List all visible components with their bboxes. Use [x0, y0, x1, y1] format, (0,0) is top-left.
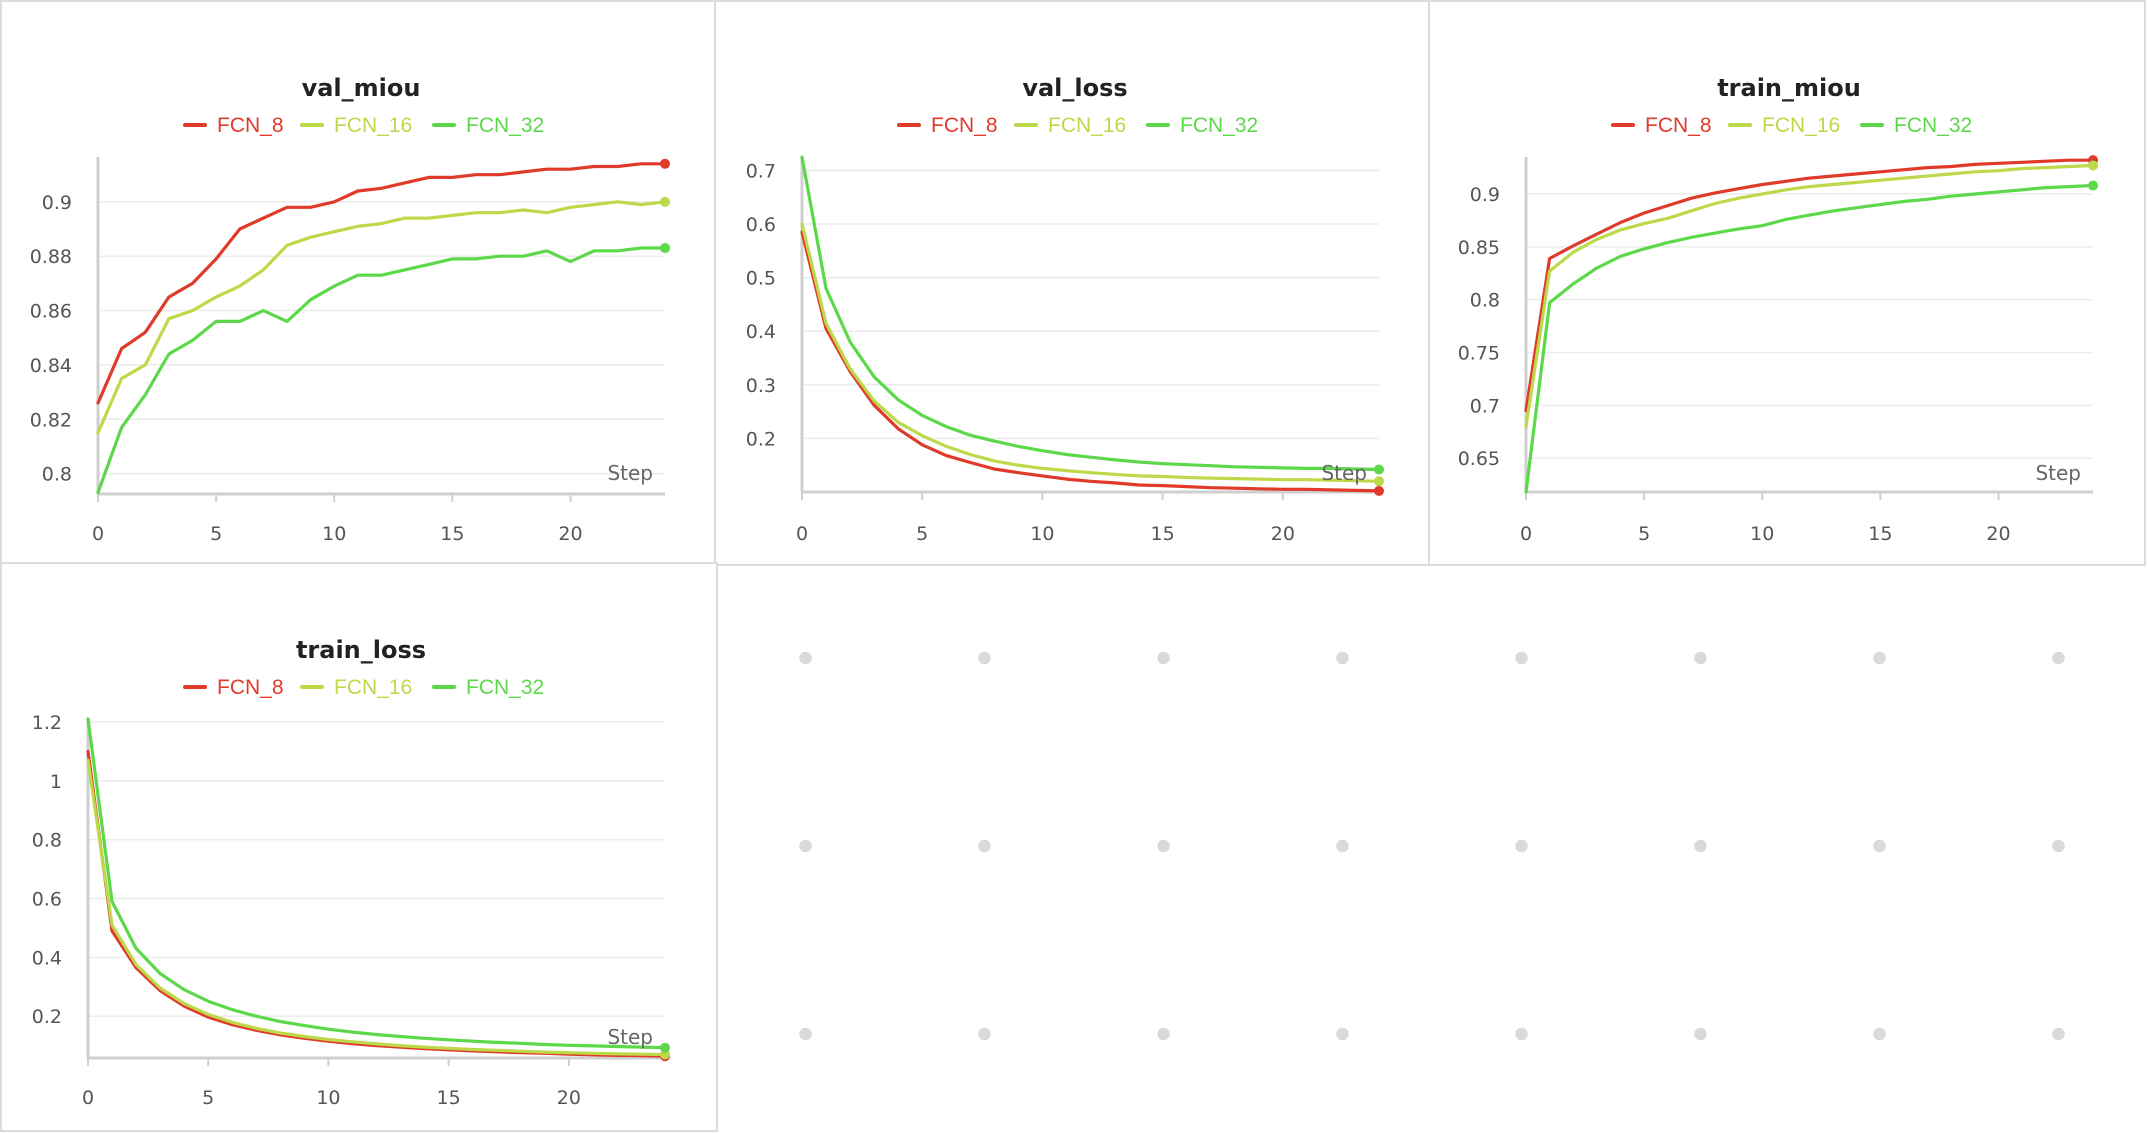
legend-label-fcn-8[interactable]: FCN_8 [931, 114, 998, 137]
x-tick-label: 5 [210, 523, 222, 545]
legend-label-fcn-32[interactable]: FCN_32 [1180, 114, 1258, 137]
series-endpoint-fcn-16[interactable] [660, 196, 670, 207]
x-tick-label: 20 [1986, 523, 2010, 545]
legend-label-fcn-8[interactable]: FCN_8 [217, 676, 284, 699]
series-endpoint-fcn-8[interactable] [1374, 485, 1384, 496]
legend-label-fcn-32[interactable]: FCN_32 [466, 676, 544, 699]
x-axis-label: Step [1321, 461, 1367, 485]
series-endpoint-fcn-32[interactable] [660, 1042, 670, 1053]
x-tick-label: 15 [1151, 523, 1175, 545]
legend-label-fcn-8[interactable]: FCN_8 [217, 114, 284, 137]
x-axis-label: Step [607, 461, 653, 485]
x-axis-label: Step [2035, 461, 2081, 485]
x-tick-label: 20 [557, 1087, 581, 1109]
x-tick-label: 20 [558, 523, 582, 545]
chart-train-loss: train_loss FCN_8 FCN_16 FCN_32 0.2 0.4 0.6 0.… [32, 636, 670, 1109]
chart-title: val_miou [302, 74, 421, 102]
y-tick-label: 0.4 [746, 321, 776, 343]
x-axis-label: Step [607, 1025, 653, 1049]
x-tick-label: 5 [1638, 523, 1650, 545]
legend: FCN_8 FCN_16 FCN_32 [183, 676, 544, 699]
series-line-fcn-8[interactable] [96, 162, 667, 405]
y-tick-label: 0.6 [32, 889, 62, 911]
series-line-fcn-16[interactable] [800, 222, 1381, 483]
series-line-fcn-32[interactable] [86, 717, 667, 1050]
x-tick-label: 10 [316, 1087, 340, 1109]
x-tick-label: 0 [82, 1087, 94, 1109]
chart-title: train_loss [296, 636, 426, 664]
y-tick-label: 0.85 [1458, 237, 1500, 259]
x-tick-label: 15 [437, 1087, 461, 1109]
x-tick-label: 15 [440, 523, 464, 545]
series-endpoint-fcn-32[interactable] [1374, 464, 1384, 475]
x-tick-label: 20 [1271, 523, 1295, 545]
x-tick-label: 10 [322, 523, 346, 545]
series-endpoint-fcn-16[interactable] [1374, 476, 1384, 487]
series-line-fcn-8[interactable] [800, 230, 1381, 493]
legend: FCN_8 FCN_16 FCN_32 [183, 114, 544, 137]
chart-val-loss: val_loss FCN_8 FCN_16 FCN_32 0.2 0.3 0.4 0.5 0… [746, 74, 1384, 545]
series-line-fcn-16[interactable] [1524, 163, 2095, 429]
series-line-fcn-16[interactable] [86, 758, 667, 1057]
legend-label-fcn-16[interactable]: FCN_16 [334, 114, 412, 137]
series-endpoint-fcn-16[interactable] [2088, 160, 2098, 171]
chart-panel-train-miou[interactable]: train_miou FCN_8 FCN_16 FCN_32 0.65 0.7 0.75… [1428, 0, 2146, 566]
series-line-fcn-8[interactable] [86, 749, 667, 1058]
y-tick-label: 0.2 [32, 1006, 62, 1028]
y-tick-label: 0.6 [746, 214, 776, 236]
y-tick-label: 0.8 [42, 464, 72, 486]
series-line-fcn-16[interactable] [96, 200, 667, 435]
chart-train-miou: train_miou FCN_8 FCN_16 FCN_32 0.65 0.7 0.75… [1458, 74, 2098, 545]
x-tick-label: 5 [202, 1087, 214, 1109]
y-tick-label: 0.84 [30, 355, 72, 377]
legend-label-fcn-16[interactable]: FCN_16 [1762, 114, 1840, 137]
y-tick-label: 0.82 [30, 409, 72, 431]
y-tick-label: 0.7 [746, 160, 776, 182]
chart-panel-val-miou[interactable]: val_miou FCN_8 FCN_16 FCN_32 0.8 0.82 0.84 0.… [0, 0, 718, 566]
series-endpoint-fcn-8[interactable] [660, 158, 670, 169]
chart-title: train_miou [1717, 74, 1861, 102]
y-tick-label: 0.3 [746, 375, 776, 397]
series-line-fcn-32[interactable] [96, 246, 667, 495]
legend-label-fcn-8[interactable]: FCN_8 [1645, 114, 1712, 137]
x-tick-label: 0 [796, 523, 808, 545]
series-line-fcn-32[interactable] [800, 155, 1381, 472]
y-tick-label: 0.9 [42, 192, 72, 214]
series-endpoint-fcn-32[interactable] [2088, 180, 2098, 191]
y-tick-label: 0.7 [1470, 395, 1500, 417]
chart-panel-val-loss[interactable]: val_loss FCN_8 FCN_16 FCN_32 0.2 0.3 0.4 0.5 0… [714, 0, 1432, 566]
legend-label-fcn-16[interactable]: FCN_16 [334, 676, 412, 699]
series-endpoint-fcn-32[interactable] [660, 243, 670, 254]
x-tick-label: 10 [1030, 523, 1054, 545]
y-tick-label: 0.88 [30, 246, 72, 268]
legend-label-fcn-32[interactable]: FCN_32 [1894, 114, 1972, 137]
y-tick-label: 0.2 [746, 428, 776, 450]
x-tick-label: 5 [916, 523, 928, 545]
legend: FCN_8 FCN_16 FCN_32 [897, 114, 1258, 137]
legend: FCN_8 FCN_16 FCN_32 [1611, 114, 1972, 137]
y-tick-label: 1.2 [32, 712, 62, 734]
x-tick-label: 0 [1520, 523, 1532, 545]
y-tick-label: 1 [50, 771, 62, 793]
y-tick-label: 0.9 [1470, 184, 1500, 206]
chart-val-miou: val_miou FCN_8 FCN_16 FCN_32 0.8 0.82 0.84 0.… [30, 74, 670, 545]
y-tick-label: 0.8 [1470, 290, 1500, 312]
series-line-fcn-8[interactable] [1524, 158, 2095, 413]
y-tick-label: 0.65 [1458, 448, 1500, 470]
chart-panel-train-loss[interactable]: train_loss FCN_8 FCN_16 FCN_32 0.2 0.4 0.6 0.… [0, 562, 718, 1132]
y-tick-label: 0.4 [32, 947, 62, 969]
legend-label-fcn-16[interactable]: FCN_16 [1048, 114, 1126, 137]
legend-label-fcn-32[interactable]: FCN_32 [466, 114, 544, 137]
chart-title: val_loss [1022, 74, 1127, 102]
y-tick-label: 0.8 [32, 830, 62, 852]
x-tick-label: 10 [1750, 523, 1774, 545]
series-line-fcn-32[interactable] [1524, 183, 2095, 494]
y-tick-label: 0.5 [746, 268, 776, 290]
x-tick-label: 15 [1868, 523, 1892, 545]
y-tick-label: 0.75 [1458, 343, 1500, 365]
y-tick-label: 0.86 [30, 301, 72, 323]
x-tick-label: 0 [92, 523, 104, 545]
